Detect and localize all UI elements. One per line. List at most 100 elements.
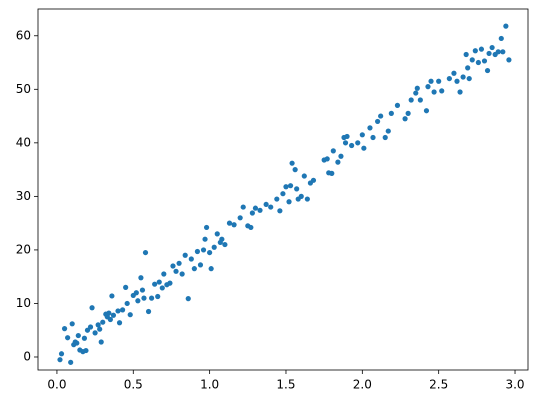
point (355, 140, 361, 146)
plot-frame (37, 8, 529, 371)
point (185, 296, 191, 302)
point (141, 295, 147, 301)
point (283, 184, 289, 190)
point (304, 196, 310, 202)
point (469, 57, 475, 63)
point (152, 281, 158, 287)
point (413, 90, 419, 96)
point (237, 215, 243, 221)
point (240, 204, 246, 210)
point (498, 35, 504, 42)
point (408, 97, 414, 103)
point (219, 236, 225, 242)
point (301, 173, 307, 179)
point (503, 23, 509, 29)
point (155, 293, 161, 300)
point (423, 108, 430, 114)
point (74, 340, 80, 346)
point (382, 134, 388, 141)
point (425, 84, 431, 90)
point (182, 252, 188, 258)
point (167, 280, 173, 286)
point (75, 332, 81, 339)
point (286, 199, 292, 205)
point (68, 359, 74, 365)
point (109, 293, 115, 299)
point (370, 134, 376, 141)
point (124, 300, 130, 307)
point (127, 312, 133, 318)
point (89, 305, 95, 311)
point (179, 271, 185, 277)
point (294, 186, 300, 192)
point (439, 88, 445, 94)
point (211, 244, 217, 250)
y-tick-label: 50 (16, 82, 31, 96)
point (460, 74, 466, 80)
x-tick-label: 3.0 (505, 378, 524, 392)
point (65, 335, 71, 341)
point (138, 275, 144, 281)
point (465, 65, 471, 71)
point (207, 249, 213, 256)
point (214, 231, 220, 237)
point (100, 319, 106, 325)
point (310, 177, 317, 183)
point (277, 208, 283, 214)
point (257, 207, 263, 213)
point (249, 210, 255, 216)
point (142, 249, 149, 256)
point (436, 78, 442, 84)
point (149, 295, 155, 301)
point (451, 70, 457, 76)
y-tick-label: 0 (23, 349, 31, 363)
point (466, 75, 472, 82)
y-tick-label: 40 (16, 135, 31, 149)
point (446, 75, 452, 82)
point (57, 357, 63, 363)
point (329, 170, 335, 176)
point (92, 330, 98, 336)
x-tick-label: 1.5 (276, 378, 295, 392)
point (342, 140, 349, 146)
point (95, 322, 101, 328)
point (475, 59, 481, 66)
point (194, 248, 201, 255)
point (417, 97, 423, 103)
point (394, 102, 401, 108)
y-tick-label: 10 (16, 296, 31, 310)
y-tick-label: 30 (16, 189, 31, 203)
point (472, 48, 478, 54)
point (367, 125, 373, 131)
point (292, 167, 298, 173)
point (506, 57, 512, 63)
point (298, 193, 304, 199)
point (107, 316, 113, 323)
x-tick-label: 0.5 (124, 378, 143, 392)
point (176, 260, 182, 266)
point (388, 110, 394, 116)
point (156, 279, 162, 285)
point (263, 201, 269, 208)
x-tick-label: 2.5 (429, 378, 448, 392)
point (280, 191, 286, 197)
point (489, 44, 495, 51)
point (61, 326, 68, 332)
point (231, 222, 237, 228)
point (203, 224, 210, 231)
point (495, 49, 501, 55)
point (454, 78, 460, 84)
point (252, 205, 259, 211)
point (359, 132, 365, 138)
point (97, 326, 103, 332)
point (135, 298, 141, 304)
point (208, 266, 214, 272)
point (349, 142, 355, 149)
x-tick-label: 2.0 (353, 378, 372, 392)
point (287, 183, 294, 189)
point (139, 287, 146, 293)
point (338, 153, 344, 159)
point (115, 308, 121, 314)
point (191, 266, 197, 272)
point (116, 320, 123, 326)
